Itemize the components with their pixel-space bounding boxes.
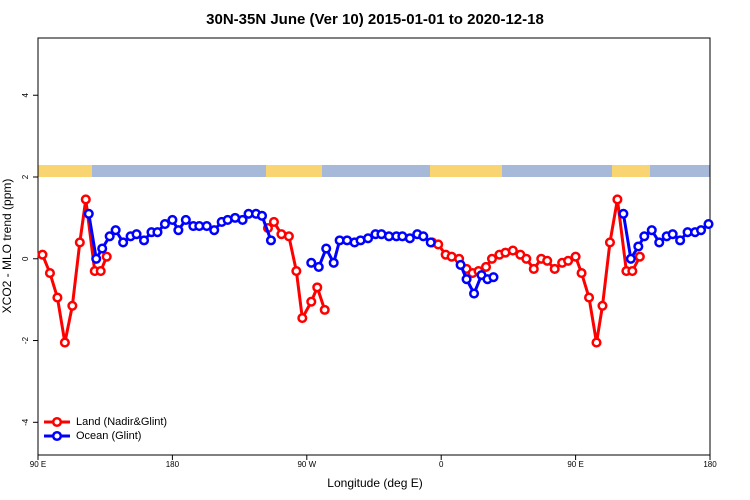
series-point xyxy=(118,237,129,248)
series-point xyxy=(67,300,78,311)
series-point xyxy=(80,194,91,205)
series-point xyxy=(297,312,308,324)
series-point xyxy=(110,225,121,236)
series-point xyxy=(667,229,678,240)
series-point xyxy=(256,210,268,221)
series-point xyxy=(507,245,518,256)
series-point xyxy=(404,233,415,244)
land-mask-strip xyxy=(38,165,710,177)
series-point xyxy=(312,282,323,293)
series-point xyxy=(74,237,85,248)
series-point xyxy=(549,263,560,275)
series-point xyxy=(180,214,191,225)
series-point xyxy=(83,208,94,219)
series-point xyxy=(591,337,602,348)
x-tick-label: 180 xyxy=(166,460,180,469)
legend-marker xyxy=(51,416,63,428)
series-point xyxy=(319,304,330,315)
series-point xyxy=(362,233,374,244)
series-point xyxy=(542,255,553,266)
series-point xyxy=(101,251,112,262)
series-point xyxy=(469,288,480,299)
series-point xyxy=(612,194,623,205)
series-point xyxy=(173,225,184,236)
series-point xyxy=(597,300,608,311)
series-point xyxy=(291,265,302,277)
series-point xyxy=(654,237,665,248)
x-tick-label: 0 xyxy=(439,460,444,469)
series-point xyxy=(425,237,436,248)
y-tick-label: -4 xyxy=(21,418,30,426)
series-point xyxy=(313,261,324,272)
series-point xyxy=(268,216,279,228)
series-point xyxy=(570,251,581,262)
series-point xyxy=(52,292,63,303)
series-line xyxy=(87,212,710,298)
series-point xyxy=(209,225,220,236)
series-point xyxy=(131,229,142,240)
plot-frame xyxy=(37,37,711,456)
series-point xyxy=(583,292,595,303)
series-point xyxy=(237,214,248,225)
series-point xyxy=(37,249,48,260)
series-point xyxy=(633,241,644,252)
y-tick-label: 4 xyxy=(21,92,30,97)
series-point xyxy=(634,251,645,262)
series-point xyxy=(695,225,707,236)
series-point xyxy=(91,253,102,264)
series-point xyxy=(576,268,587,279)
x-axis-label: Longitude (deg E) xyxy=(327,476,422,490)
series-point xyxy=(639,231,650,242)
series-point xyxy=(152,227,163,238)
series-point xyxy=(104,231,115,242)
series-point xyxy=(201,221,212,232)
y-tick-label: -2 xyxy=(21,336,30,344)
series-point xyxy=(265,235,277,246)
series-point xyxy=(306,257,317,268)
y-tick-label: 0 xyxy=(21,256,30,261)
legend-label: Land (Nadir&Glint) xyxy=(76,416,167,428)
series-point xyxy=(328,257,339,268)
series-point xyxy=(488,272,499,283)
chart-title: 30N-35N June (Ver 10) 2015-01-01 to 2020… xyxy=(206,11,544,28)
series-point xyxy=(167,214,178,225)
series-point xyxy=(528,263,539,275)
series-point xyxy=(461,274,472,285)
series-point xyxy=(618,208,629,219)
series-point xyxy=(625,253,636,264)
series-point xyxy=(480,261,492,272)
series-point xyxy=(138,235,150,246)
series-point xyxy=(486,253,498,264)
series-point xyxy=(95,265,106,277)
series-point xyxy=(563,255,574,266)
x-tick-label: 180 xyxy=(703,460,717,469)
series-point xyxy=(604,237,615,248)
series-point xyxy=(703,218,714,230)
y-axis-label: XCO2 - MLO trend (ppm) xyxy=(0,179,14,314)
y-tick-label: 2 xyxy=(21,174,30,179)
x-tick-label: 90 E xyxy=(567,460,583,469)
series-point xyxy=(159,218,170,230)
legend-label: Ocean (Glint) xyxy=(76,430,141,442)
series-point xyxy=(44,268,55,279)
series-point xyxy=(675,235,686,246)
series-point xyxy=(306,296,317,307)
series-point xyxy=(455,259,466,270)
series-point xyxy=(97,243,108,254)
series-point xyxy=(59,337,70,348)
series-point xyxy=(646,225,657,236)
series-point xyxy=(521,253,532,264)
series-point xyxy=(418,231,429,242)
x-tick-label: 90 W xyxy=(297,460,316,469)
x-tick-label: 90 E xyxy=(30,460,46,469)
series-point xyxy=(627,265,638,277)
series-point xyxy=(283,231,294,242)
legend-marker xyxy=(51,430,63,442)
series-point xyxy=(321,243,332,254)
